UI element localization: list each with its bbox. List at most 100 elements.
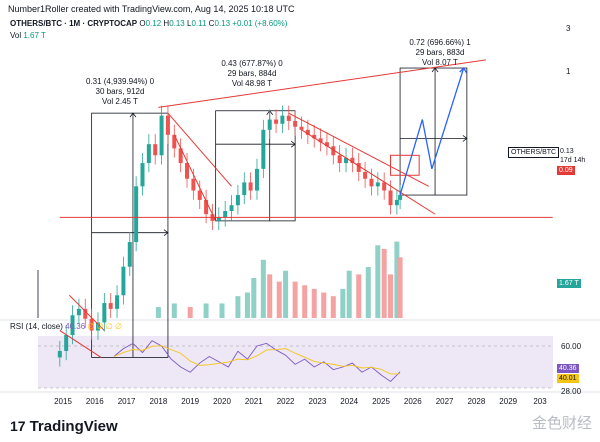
measure-bars-label: 29 bars, 884d — [228, 69, 277, 78]
rsi-ma-tag: 40.01 — [557, 374, 579, 383]
rsi-band — [38, 336, 553, 388]
projection-arrow — [459, 66, 468, 74]
candle-body — [165, 115, 170, 135]
x-tick-label: 2020 — [213, 397, 231, 406]
volume-label: Vol — [10, 31, 22, 40]
source-watermark: 金色财经 — [531, 415, 592, 432]
last-price-tag: 0.13 — [560, 148, 574, 155]
volume-bar — [235, 296, 241, 318]
candle-body — [172, 134, 177, 149]
tradingview-logo[interactable]: 17 TradingView — [10, 418, 118, 435]
candle-body — [318, 138, 323, 143]
time-axis: 2015 2016 2017 2018 2019 2020 2021 2022 2023 2024… — [54, 397, 547, 406]
open-value: 0.12 — [145, 19, 162, 28]
candle-body — [204, 199, 209, 215]
candle-body — [127, 242, 132, 267]
volume-tag: 1.67 T — [557, 279, 581, 288]
candle-body — [254, 168, 259, 191]
candle-body — [267, 119, 272, 130]
volume-bar — [321, 292, 327, 318]
candle-body — [363, 171, 368, 179]
measure-arrowhead — [462, 135, 468, 142]
candle-body — [394, 199, 399, 206]
chart-credit: Number1Roller created with TradingView.c… — [8, 4, 295, 14]
candle-body — [76, 308, 81, 316]
symbol-label[interactable]: OTHERS/BTC · 1M · CRYPTOCAP — [10, 19, 138, 28]
close-value: 0.13 — [214, 19, 231, 28]
high-label: H — [163, 19, 170, 28]
volume-bars — [155, 241, 403, 318]
x-tick-label: 203 — [533, 397, 547, 406]
candle-body — [312, 134, 317, 139]
candle-body — [388, 190, 393, 206]
candle-body — [57, 351, 62, 358]
rsi-label: RSI (14, close) — [10, 322, 63, 331]
candle-body — [102, 303, 107, 323]
measure-bars-label: 30 bars, 912d — [96, 87, 145, 96]
candle-body — [299, 126, 304, 130]
trend-line — [59, 330, 102, 358]
x-tick-label: 2029 — [499, 397, 517, 406]
volume-bar — [330, 296, 336, 318]
projection-path — [399, 66, 468, 196]
candle-body — [185, 163, 190, 179]
x-tick-label: 2018 — [150, 397, 168, 406]
measure-volume-label: Vol 8.07 T — [422, 58, 458, 67]
tradingview-logo-icon: 17 — [10, 418, 26, 434]
change-value: +0.01 (+8.60%) — [232, 19, 288, 28]
candle-body — [95, 322, 100, 331]
measure-change-label: 0.31 (4,939.94%) 0 — [86, 77, 155, 86]
trend-line — [69, 294, 105, 331]
price-axis: 3 1 60.00 28.00 — [561, 24, 582, 396]
measure-arrowhead — [290, 140, 296, 148]
candle-body — [108, 303, 113, 309]
volume-value: 1.67 T — [23, 31, 46, 40]
measure-box — [91, 112, 169, 358]
volume-bar — [292, 281, 298, 318]
x-tick-label: 2017 — [118, 397, 136, 406]
x-tick-label: 2026 — [404, 397, 422, 406]
measure-change-label: 0.72 (696.66%) 1 — [409, 38, 471, 47]
trend-line — [173, 134, 217, 222]
close-label: C — [208, 19, 215, 28]
candle-body — [235, 195, 240, 206]
volume-bar — [187, 307, 193, 318]
y-tick-label: 1 — [566, 67, 571, 76]
rsi-ma-line — [113, 345, 401, 375]
measure-box — [215, 110, 296, 222]
candle-body — [153, 144, 158, 156]
candle-body — [83, 308, 88, 319]
measure-change-label: 0.43 (677.87%) 0 — [221, 59, 283, 68]
rsi-legend: RSI (14, close) 40.36 ∅ ∅ ∅ ∅ — [10, 322, 122, 331]
candle-body — [261, 129, 266, 169]
candle-body — [140, 163, 145, 187]
x-tick-label: 2015 — [54, 397, 72, 406]
candle-body — [146, 144, 151, 164]
volume-bar — [365, 267, 371, 318]
rsi-legend-value: 40.36 — [65, 322, 86, 331]
candle-body — [89, 318, 94, 331]
rsi-legend-extras: ∅ ∅ ∅ ∅ — [87, 322, 122, 331]
projection-line — [399, 67, 465, 196]
volume-legend: Vol 1.67 T — [10, 31, 46, 40]
candle-body — [242, 182, 247, 196]
rsi-tick-label: 28.00 — [561, 387, 582, 396]
measure-volume-label: Vol 48.98 T — [232, 79, 272, 88]
y-tick-label: 3 — [566, 24, 571, 33]
candle-body — [305, 129, 310, 135]
price-candles — [57, 105, 403, 367]
volume-bar — [340, 288, 346, 318]
measure-volume-label: Vol 2.45 T — [102, 97, 138, 106]
candle-body — [382, 182, 387, 191]
measure-arrowhead — [129, 112, 137, 118]
x-tick-label: 2019 — [181, 397, 199, 406]
low-label: L — [187, 19, 192, 28]
rsi-value-tag: 40.36 — [557, 364, 579, 373]
volume-bar — [397, 257, 403, 318]
volume-bar — [375, 245, 381, 318]
measure-bars-label: 29 bars, 883d — [416, 48, 465, 57]
candle-body — [159, 115, 164, 156]
symbol-tag: OTHERS/BTC — [508, 147, 560, 158]
